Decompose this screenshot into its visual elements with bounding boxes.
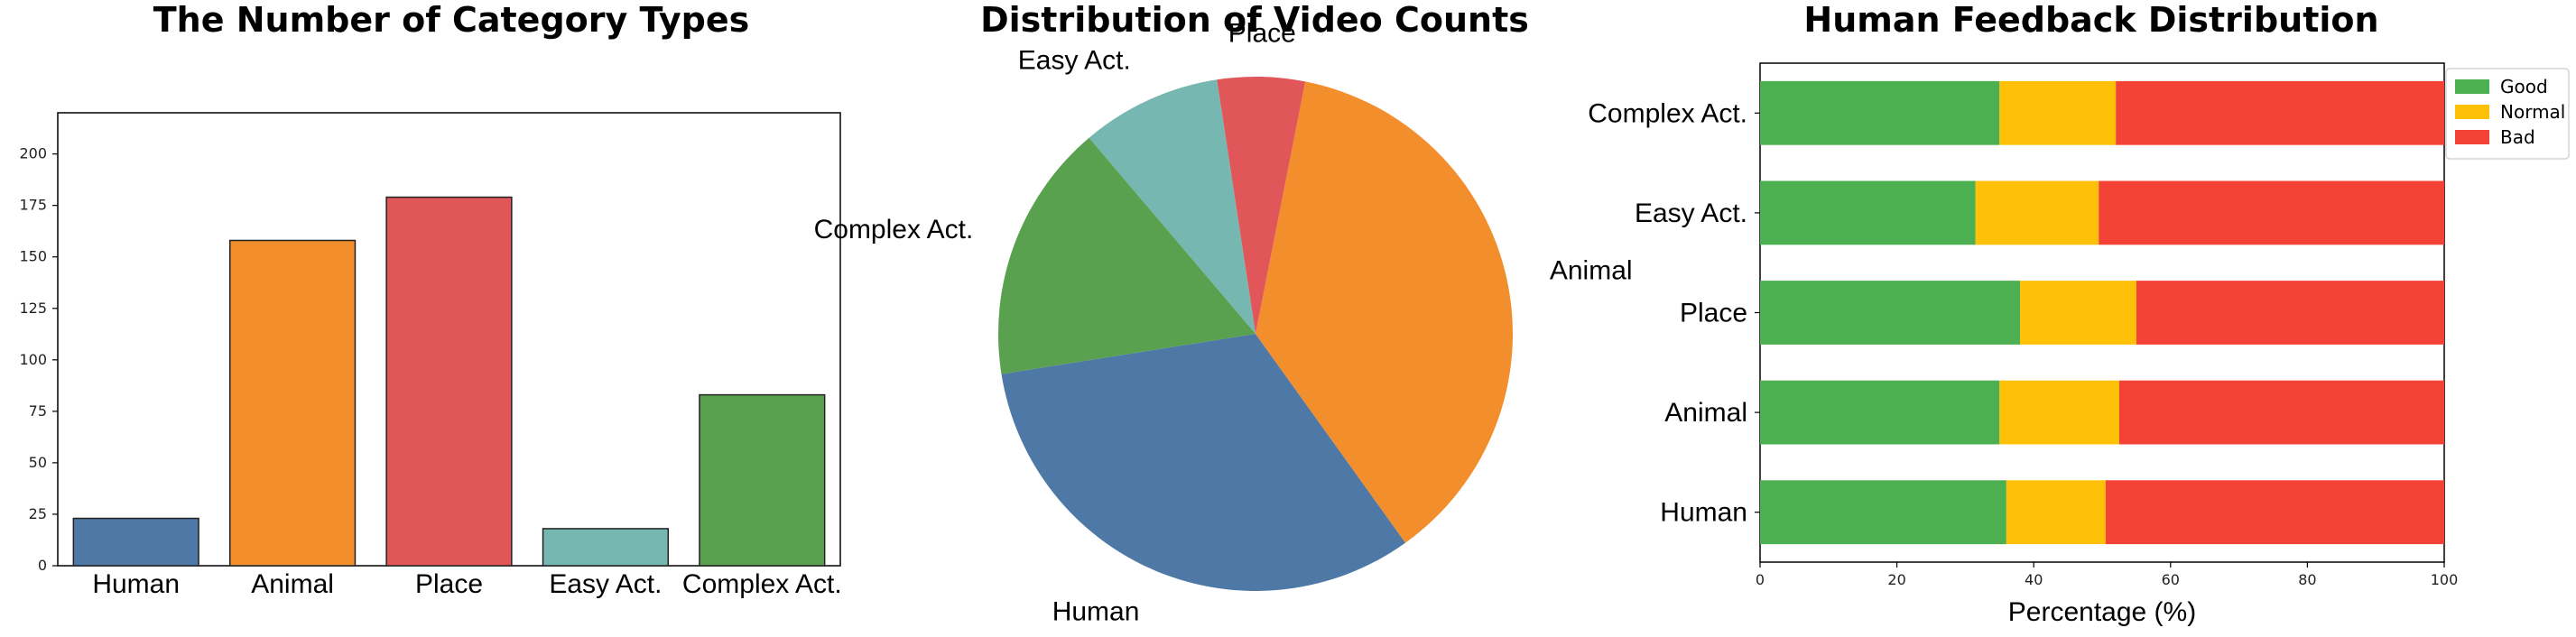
y-tick-label: 150 [19, 248, 47, 265]
segment-normal-complex-act [1999, 80, 2117, 145]
y-tick-label: Complex Act. [1588, 98, 1747, 128]
segment-normal-easy-act [1975, 180, 2099, 245]
legend-swatch-normal [2455, 105, 2489, 119]
legend-label: Normal [2500, 101, 2565, 123]
segment-good-animal [1760, 380, 2000, 445]
pie-chart-title: Distribution of Video Counts [980, 0, 1529, 40]
segment-normal-animal [1999, 380, 2119, 445]
slice-easy-act [1089, 79, 1256, 334]
slice-human [1001, 334, 1406, 592]
legend-swatch-bad [2455, 130, 2489, 144]
x-tick-label: 100 [2431, 571, 2459, 588]
bar-place [385, 196, 513, 567]
slice-animal [1256, 81, 1514, 543]
segment-good-place [1760, 281, 2021, 345]
segment-bad-human [2105, 480, 2444, 545]
x-tick-label: 40 [2025, 571, 2043, 588]
segment-bad-place [2136, 281, 2444, 345]
segment-normal-human [2006, 480, 2106, 545]
x-tick-label: Human [92, 569, 180, 599]
slice-place [1217, 77, 1306, 335]
segment-good-complex-act [1760, 80, 2000, 145]
feedback-chart-title: Human Feedback Distribution [1803, 0, 2379, 40]
segment-good-human [1760, 480, 2006, 545]
bar-chart-title: The Number of Category Types [153, 0, 750, 40]
x-axis-title: Percentage (%) [2008, 597, 2196, 627]
y-tick-label: 125 [19, 300, 47, 317]
x-tick-label: 20 [1887, 571, 1905, 588]
category-bar-chart: 0 25 50 75 100 125 150 175 200 Human Animal Place Ea… [19, 112, 842, 599]
x-tick-label: Complex Act. [682, 569, 842, 599]
x-tick-label: Easy Act. [549, 569, 662, 599]
slice-complex-act [998, 137, 1256, 374]
slice-label: Animal [1550, 255, 1633, 285]
y-tick-label: 75 [29, 402, 47, 420]
y-tick-label: Easy Act. [1635, 198, 1747, 228]
bar-complex-act [699, 393, 826, 567]
x-tick-label: Animal [251, 569, 334, 599]
y-tick-label: 200 [19, 145, 47, 162]
y-tick-label: Place [1680, 299, 1747, 328]
bar-easy-act [542, 528, 670, 567]
legend-label: Good [2500, 76, 2548, 97]
video-count-pie-chart: Human Animal Place Easy Act. Complex Act. [814, 19, 1633, 627]
feedback-stacked-bar-chart: Human Animal Place Easy Act. Complex Act. 0 20… [1588, 62, 2570, 627]
y-tick-label: Human [1660, 498, 1747, 528]
x-tick-label: 0 [1756, 571, 1765, 588]
x-tick-label: Place [415, 569, 483, 599]
y-tick-label: 175 [19, 197, 47, 214]
y-tick-label: 100 [19, 351, 47, 368]
slice-label: Easy Act. [1018, 46, 1131, 76]
slice-label: Human [1052, 597, 1140, 627]
bar-animal [228, 239, 357, 567]
segment-bad-animal [2118, 380, 2444, 445]
y-tick-label: 50 [29, 454, 47, 471]
segment-good-easy-act [1760, 180, 1976, 245]
legend-swatch-good [2455, 79, 2489, 94]
legend-label: Bad [2500, 126, 2535, 148]
segment-bad-complex-act [2116, 80, 2444, 145]
y-tick-label: Animal [1664, 398, 1747, 428]
bar-human [72, 517, 199, 567]
y-tick-label: 25 [29, 505, 47, 522]
y-tick-label: 0 [38, 557, 47, 574]
slice-label: Place [1228, 19, 1296, 49]
segment-normal-place [2020, 281, 2136, 345]
segment-bad-easy-act [2099, 180, 2444, 245]
x-tick-label: 60 [2162, 571, 2180, 588]
x-tick-label: 80 [2298, 571, 2316, 588]
slice-label: Complex Act. [814, 215, 974, 245]
